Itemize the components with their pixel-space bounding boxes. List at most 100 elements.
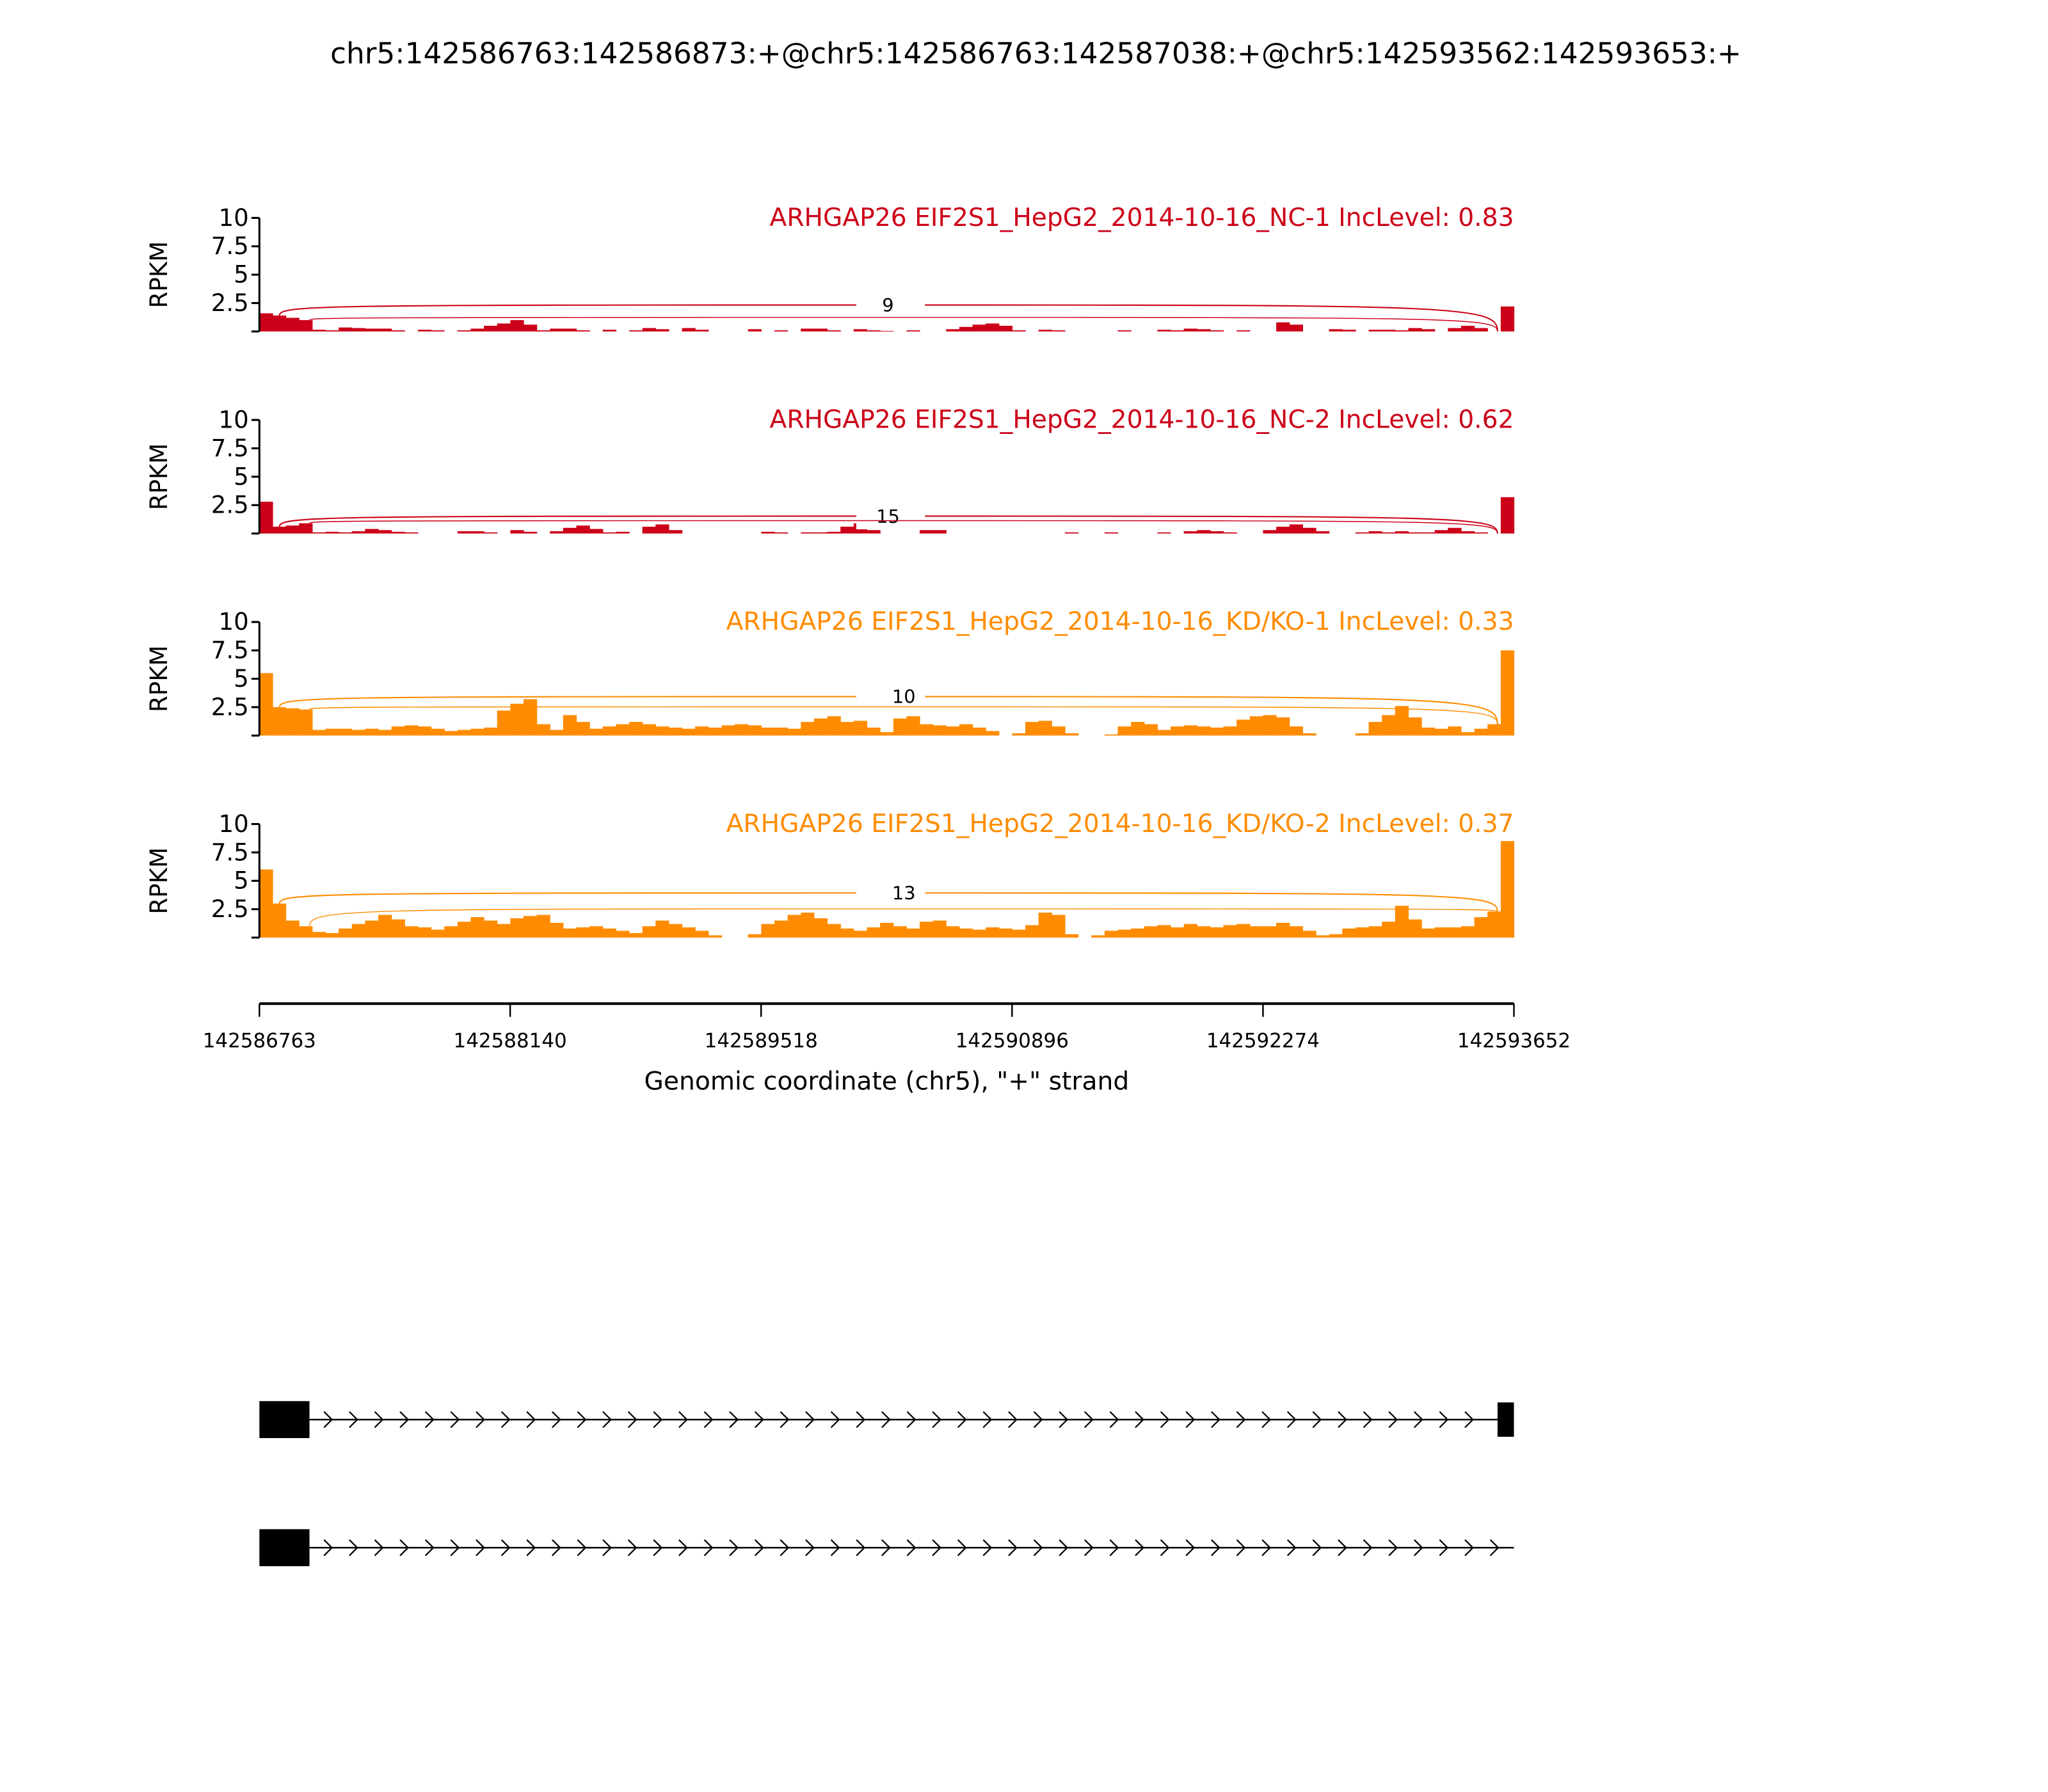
coverage-bar [1236, 719, 1251, 736]
coverage-bar [378, 530, 392, 534]
strand-arrow-icon [1135, 1411, 1144, 1428]
y-axis-label: RPKM [145, 241, 173, 308]
coverage-bar [285, 920, 300, 938]
strand-arrow-icon [500, 1411, 511, 1428]
y-tick-label: 7.5 [211, 232, 249, 260]
coverage-bar [457, 330, 472, 332]
strand-arrow-icon [1261, 1411, 1272, 1428]
coverage-bar [695, 931, 709, 938]
coverage-bar [1474, 728, 1488, 736]
coverage-bar [391, 726, 405, 736]
coverage-bar [1355, 927, 1370, 938]
coverage-bar [1263, 530, 1277, 534]
coverage-bar [893, 718, 907, 736]
coverage-bar [1408, 328, 1422, 332]
strand-arrow-icon [1211, 1539, 1220, 1556]
strand-arrow-icon [476, 1411, 485, 1428]
strand-arrow-icon [703, 1411, 714, 1428]
coverage-bar [339, 532, 353, 534]
coverage-bar [484, 326, 498, 332]
coverage-bar [351, 531, 365, 534]
coverage-bar [1249, 926, 1264, 938]
coverage-bar [642, 328, 656, 332]
strand-arrow-icon [653, 1411, 663, 1428]
y-tick-label: 7.5 [211, 435, 249, 462]
strand-arrow-icon [399, 1539, 410, 1556]
strand-arrow-icon [1363, 1411, 1373, 1428]
coverage-bar [1183, 328, 1197, 332]
y-axis-label: RPKM [145, 645, 173, 712]
coverage-bar [867, 927, 881, 938]
coverage-bar [523, 531, 538, 534]
coverage-bar [840, 722, 854, 736]
coverage-bar [1052, 915, 1066, 938]
coverage-bar [946, 926, 960, 938]
coverage-bar [1316, 531, 1330, 534]
coverage-bar [1276, 526, 1290, 534]
coverage-bar [1289, 324, 1303, 332]
strand-arrow-icon [881, 1539, 891, 1556]
coverage-bar [259, 313, 273, 332]
coverage-bar [801, 328, 815, 332]
coverage-bar [550, 531, 564, 534]
coverage-bar [708, 935, 723, 938]
coverage-bar [853, 721, 868, 736]
strand-arrow-icon [754, 1411, 764, 1428]
coverage-bar [1171, 927, 1185, 938]
strand-arrow-icon [1033, 1539, 1043, 1556]
strand-arrow-icon [602, 1411, 612, 1428]
coverage-bar [536, 330, 550, 332]
strand-arrow-icon [1439, 1411, 1449, 1428]
coverage-bar [1355, 532, 1370, 534]
coverage-bar [299, 709, 313, 736]
coverage-bar [431, 330, 445, 332]
strand-arrow-icon [1008, 1539, 1018, 1556]
strand-arrow-icon [754, 1539, 764, 1556]
coverage-bar [880, 331, 894, 332]
strand-arrow-icon [424, 1411, 435, 1428]
coverage-bar [523, 699, 538, 736]
y-tick-label: 2.5 [211, 289, 249, 317]
strand-arrow-icon [1211, 1411, 1220, 1428]
junction-count: 10 [892, 686, 916, 708]
coverage-bar [444, 926, 458, 938]
coverage-bar [1342, 928, 1356, 938]
junction-arc [308, 317, 1498, 332]
y-tick-label: 10 [219, 204, 249, 232]
strand-arrow-icon [1338, 1411, 1347, 1428]
strand-arrow-icon [1338, 1539, 1347, 1556]
y-axis-label: RPKM [145, 444, 173, 511]
strand-arrow-icon [703, 1539, 714, 1556]
y-tick-label: 5 [234, 867, 249, 895]
chart-title: chr5:142586763:142586873:+@chr5:14258676… [330, 36, 1741, 70]
coverage-bar [813, 718, 828, 736]
coverage-bar [932, 920, 947, 938]
coverage-bar [629, 722, 643, 736]
coverage-bar [351, 328, 365, 332]
y-tick-label: 10 [219, 810, 249, 838]
coverage-bar [272, 316, 287, 332]
coverage-bar [1210, 927, 1224, 938]
coverage-bar [470, 328, 484, 332]
strand-arrow-icon [374, 1539, 384, 1556]
strand-arrow-icon [1286, 1539, 1297, 1556]
coverage-bar [616, 724, 630, 736]
strand-arrow-icon [1464, 1539, 1474, 1556]
strand-arrow-icon [830, 1539, 840, 1556]
strand-arrow-icon [881, 1411, 891, 1428]
strand-arrow-icon [627, 1411, 637, 1428]
coverage-bar [589, 529, 604, 534]
junction-arc [308, 908, 1498, 927]
coverage-bar [1117, 330, 1132, 332]
strand-arrow-icon [805, 1539, 815, 1556]
x-tick-label: 142586763 [203, 1029, 316, 1052]
track-label: ARHGAP26 EIF2S1_HepG2_2014-10-16_KD/KO-1… [726, 607, 1514, 636]
coverage-bar [708, 727, 723, 736]
junction-label-bg [856, 683, 925, 710]
coverage-bar [391, 531, 405, 534]
coverage-bar [339, 928, 353, 938]
coverage-bar [1223, 532, 1237, 534]
strand-arrow-icon [1033, 1411, 1043, 1428]
coverage-bar [1210, 330, 1224, 332]
